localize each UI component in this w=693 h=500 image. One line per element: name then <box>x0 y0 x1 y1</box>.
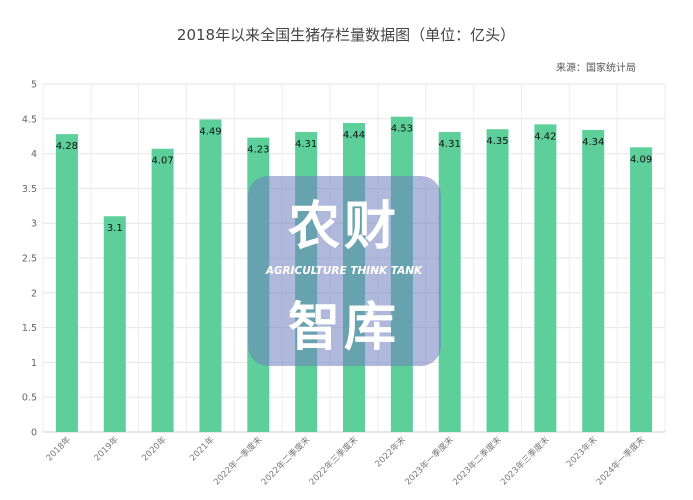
y-tick-label: 3.5 <box>22 184 37 195</box>
data-label: 4.42 <box>534 131 556 142</box>
x-tick-label: 2021年 <box>187 434 216 463</box>
bar <box>199 119 222 432</box>
bar <box>486 129 509 433</box>
x-tick-label: 2023年二季度末 <box>451 434 504 487</box>
bar <box>630 147 653 432</box>
x-tick-label: 2019年 <box>92 434 121 463</box>
x-tick-label: 2022年末 <box>373 434 408 469</box>
y-tick-label: 3 <box>31 219 37 230</box>
data-label: 4.49 <box>199 126 221 137</box>
x-tick-label: 2023年三季度末 <box>498 434 551 487</box>
bar <box>151 148 174 432</box>
watermark-line1: 农财 <box>288 197 400 257</box>
x-tick-label: 2024年一季度末 <box>594 434 647 487</box>
data-label: 4.09 <box>630 154 652 165</box>
data-label: 4.35 <box>486 136 508 147</box>
x-tick-label: 2020年 <box>140 434 169 463</box>
bar <box>534 124 557 433</box>
data-label: 4.31 <box>439 139 461 150</box>
y-tick-label: 0.5 <box>22 393 37 404</box>
x-axis: 2018年 2019年 2020年 2021年2022年一季度末2022年二季度末20… <box>44 434 648 487</box>
x-tick-label: 2022年二季度末 <box>259 434 312 487</box>
y-axis: 0 0.5 1 1.5 2 2.5 3 3.5 4 4.5 5 <box>22 80 37 439</box>
y-tick-label: 1.5 <box>22 323 37 334</box>
data-label: 4.44 <box>343 130 365 141</box>
source-note: 来源：国家统计局 <box>556 61 636 74</box>
x-tick-label: 2018年 <box>44 434 73 463</box>
bar <box>438 132 461 433</box>
x-tick-label: 2022年三季度末 <box>307 434 360 487</box>
y-tick-label: 0 <box>31 428 37 439</box>
watermark-line3: 智库 <box>288 298 400 358</box>
chart-title: 2018年以来全国生猪存栏量数据图（单位：亿头） <box>177 26 515 44</box>
data-label: 4.28 <box>56 141 78 152</box>
data-label: 4.34 <box>582 137 604 148</box>
bar <box>582 129 605 432</box>
data-label: 4.31 <box>295 139 317 150</box>
y-tick-label: 2 <box>31 288 37 299</box>
y-tick-label: 4 <box>31 149 37 160</box>
watermark-background <box>248 176 441 366</box>
y-tick-label: 2.5 <box>22 254 37 265</box>
watermark-logo: 农财 AGRICULTURE THINK TANK 智库 <box>248 176 441 366</box>
y-tick-label: 4.5 <box>22 114 37 125</box>
data-label: 3.1 <box>107 223 123 234</box>
x-tick-label: 2023年一季度末 <box>403 434 456 487</box>
data-label: 4.23 <box>247 145 269 156</box>
data-label: 4.07 <box>151 156 173 167</box>
watermark-line2: AGRICULTURE THINK TANK <box>265 265 423 277</box>
bar <box>103 216 126 432</box>
bar <box>55 134 78 432</box>
y-tick-label: 5 <box>31 80 37 91</box>
x-tick-label: 2023年末 <box>564 434 599 469</box>
x-tick-label: 2022年一季度末 <box>211 434 264 487</box>
y-tick-label: 1 <box>31 358 37 369</box>
data-label: 4.53 <box>391 124 413 135</box>
data-labels: 4.28 3.1 4.07 4.49 4.23 4.31 4.44 4.53 4.31 4.35 4… <box>56 124 652 235</box>
